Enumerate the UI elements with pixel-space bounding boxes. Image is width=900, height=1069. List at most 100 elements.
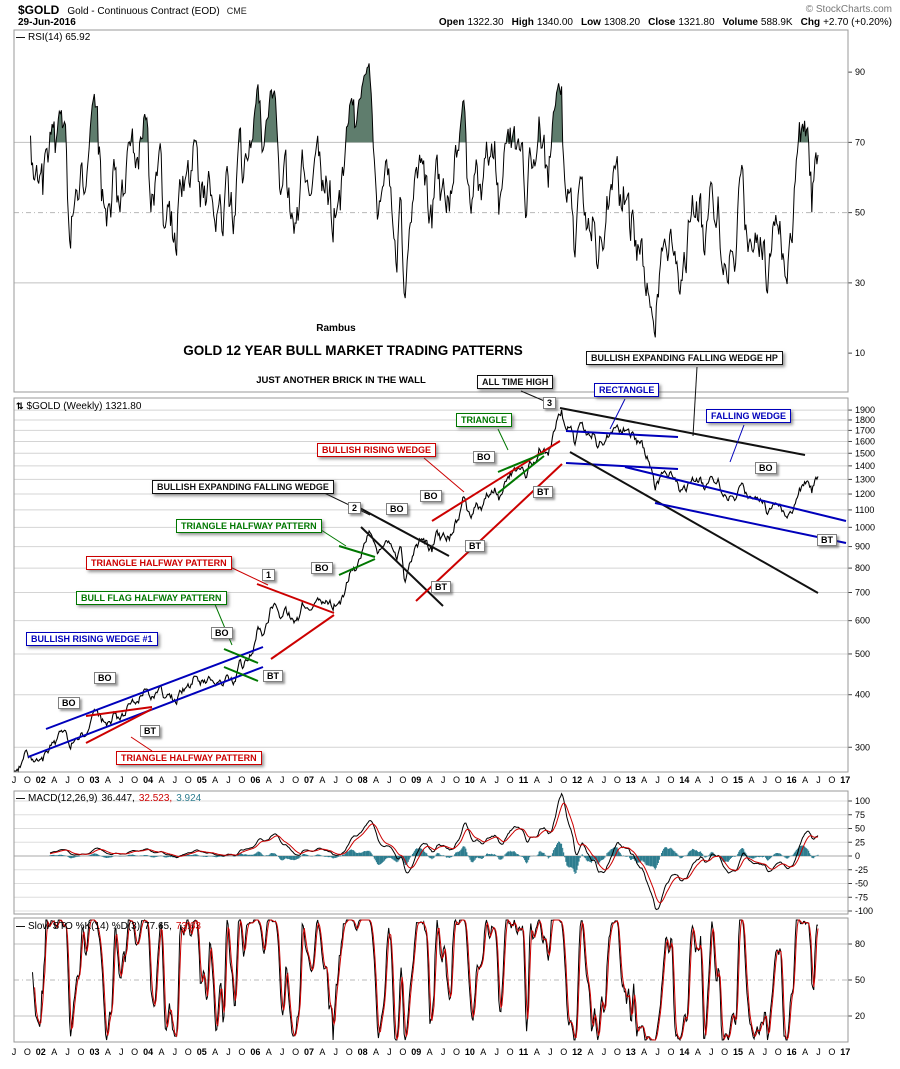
stoch-legend-text: Slow STO %K(14) %D(3) (28, 921, 141, 932)
svg-text:15: 15 (733, 775, 743, 785)
svg-text:A: A (319, 775, 325, 785)
exchange-label: CME (226, 6, 247, 16)
svg-text:A: A (480, 775, 486, 785)
svg-text:-100: -100 (855, 906, 873, 916)
price-legend-text: $GOLD (Weekly) 1321.80 (26, 401, 142, 412)
quote-high: High 1340.00 (511, 17, 573, 28)
svg-text:05: 05 (197, 775, 207, 785)
svg-text:1100: 1100 (855, 505, 874, 515)
chart-title: GOLD 12 YEAR BULL MARKET TRADING PATTERN… (183, 343, 523, 358)
svg-text:03: 03 (89, 775, 99, 785)
svg-text:J: J (441, 1047, 446, 1057)
macd-value: 36.447, (101, 793, 135, 804)
svg-text:A: A (588, 1047, 594, 1057)
svg-text:A: A (51, 1047, 57, 1057)
svg-text:O: O (721, 1047, 728, 1057)
pattern-trendline (223, 666, 259, 682)
svg-text:80: 80 (855, 939, 865, 949)
series-layer (14, 63, 819, 1042)
pattern-trendline (45, 646, 264, 730)
label-pointer-line (130, 736, 153, 752)
svg-text:17: 17 (840, 1047, 850, 1057)
label-pointer-line (227, 565, 269, 586)
svg-text:J: J (763, 1047, 768, 1057)
svg-text:16: 16 (787, 775, 797, 785)
svg-text:05: 05 (197, 1047, 207, 1057)
svg-text:-50: -50 (855, 879, 868, 889)
pattern-trendline (338, 558, 376, 576)
svg-text:J: J (494, 1047, 499, 1057)
svg-text:12: 12 (572, 775, 582, 785)
macd-hist-value: 3.924 (176, 793, 202, 804)
rsi-overbought-fill (30, 63, 809, 143)
label-pointer-line (423, 457, 465, 493)
svg-text:14: 14 (679, 1047, 689, 1057)
quote-change: Chg +2.70 (+0.20%) (800, 17, 892, 28)
macd-signal-value: 32.523, (138, 793, 173, 804)
pattern-trendline (338, 545, 376, 558)
svg-text:A: A (266, 775, 272, 785)
pattern-trendline (654, 502, 847, 544)
svg-text:1600: 1600 (855, 436, 875, 446)
svg-text:1700: 1700 (855, 425, 875, 435)
pattern-trendline (256, 583, 335, 614)
label-pointer-line (213, 601, 233, 646)
svg-text:J: J (441, 775, 446, 785)
instrument-name: Gold - Continuous Contract (EOD) (67, 6, 220, 17)
pattern-trendline (559, 407, 806, 456)
svg-text:1500: 1500 (855, 448, 875, 458)
svg-text:09: 09 (411, 1047, 421, 1057)
svg-text:O: O (78, 775, 85, 785)
rsi-line (30, 63, 819, 338)
svg-text:O: O (775, 1047, 782, 1057)
svg-text:O: O (185, 775, 192, 785)
svg-text:10: 10 (465, 1047, 475, 1057)
svg-text:A: A (266, 1047, 272, 1057)
svg-text:12: 12 (572, 1047, 582, 1057)
svg-text:J: J (709, 775, 714, 785)
svg-text:07: 07 (304, 1047, 314, 1057)
svg-text:A: A (534, 775, 540, 785)
svg-text:J: J (226, 1047, 231, 1057)
label-pointer-line (317, 489, 371, 516)
pattern-trendline (569, 451, 819, 594)
series-type-icon: ⇅ (16, 401, 24, 411)
svg-text:50: 50 (855, 208, 865, 218)
stoch-pane-label: — Slow STO %K(14) %D(3) 77.65, 73.63 (16, 921, 201, 932)
legend-line-icon: — (16, 921, 25, 931)
svg-text:O: O (78, 1047, 85, 1057)
svg-text:J: J (119, 775, 124, 785)
svg-text:J: J (387, 1047, 392, 1057)
ticker-symbol: $GOLD (18, 3, 60, 17)
pattern-trendline (355, 505, 450, 557)
svg-text:O: O (131, 775, 138, 785)
svg-text:J: J (280, 775, 285, 785)
quote-close: Close 1321.80 (648, 17, 715, 28)
svg-text:J: J (494, 775, 499, 785)
svg-text:O: O (828, 1047, 835, 1057)
svg-text:02: 02 (36, 1047, 46, 1057)
svg-text:03: 03 (89, 1047, 99, 1057)
svg-text:O: O (346, 1047, 353, 1057)
quote-open: Open 1322.30 (438, 17, 504, 28)
svg-text:J: J (655, 1047, 660, 1057)
macd-signal-line (49, 802, 819, 904)
svg-text:-75: -75 (855, 892, 868, 902)
svg-text:O: O (24, 775, 31, 785)
svg-text:A: A (212, 775, 218, 785)
stoch-d-line (34, 918, 819, 1041)
chart-date: 29-Jun-2016 (18, 17, 76, 28)
svg-text:30: 30 (855, 278, 865, 288)
label-pointer-line (317, 527, 347, 547)
label-pointer-line (497, 428, 509, 451)
pattern-trendline (85, 706, 153, 717)
svg-text:11: 11 (519, 1047, 529, 1057)
svg-text:O: O (560, 775, 567, 785)
author-byline: Rambus (316, 323, 356, 334)
svg-text:A: A (695, 1047, 701, 1057)
quote-volume: Volume 588.9K (722, 17, 793, 28)
svg-text:J: J (387, 775, 392, 785)
svg-text:900: 900 (855, 542, 870, 552)
